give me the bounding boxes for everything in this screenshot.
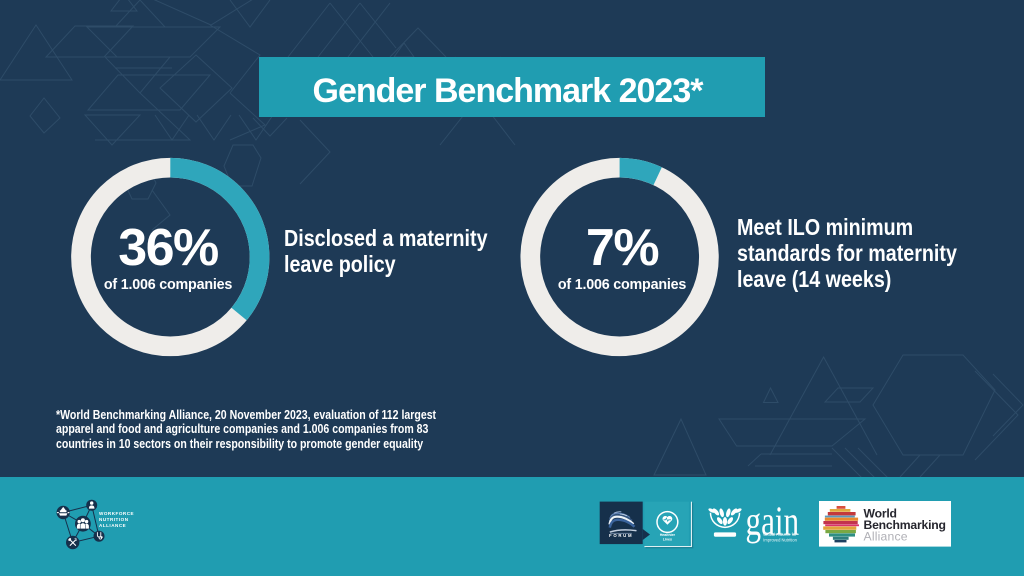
svg-text:Lives: Lives: [663, 538, 672, 542]
svg-text:ALLIANCE: ALLIANCE: [99, 523, 126, 528]
svg-text:Benchmarking: Benchmarking: [864, 518, 946, 532]
svg-text:FORUM: FORUM: [609, 533, 633, 538]
svg-text:Improved Nutrition: Improved Nutrition: [763, 537, 797, 542]
svg-text:Alliance: Alliance: [864, 530, 908, 544]
svg-text:Global Alliance for: Global Alliance for: [763, 532, 797, 537]
svg-text:WORKFORCE: WORKFORCE: [99, 511, 134, 516]
svg-text:NUTRITION: NUTRITION: [99, 517, 129, 522]
svg-text:World: World: [864, 507, 897, 521]
svg-text:Healthier: Healthier: [660, 533, 676, 537]
svg-text:gain: gain: [746, 498, 800, 543]
